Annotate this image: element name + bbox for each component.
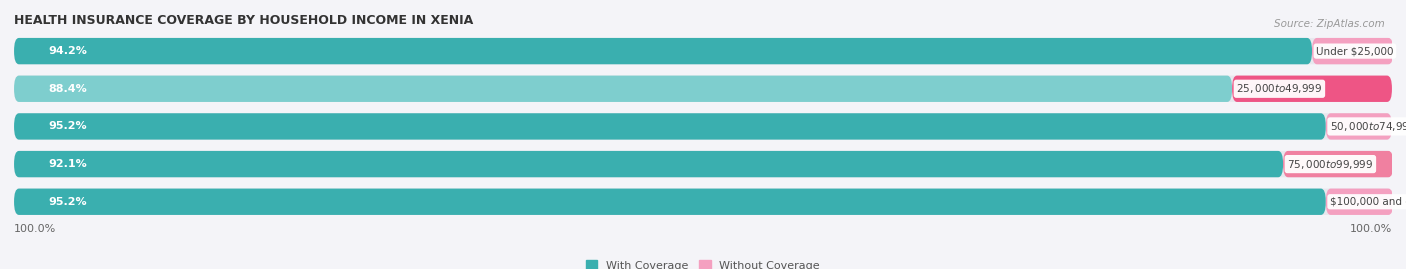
Text: Source: ZipAtlas.com: Source: ZipAtlas.com [1274,19,1385,29]
FancyBboxPatch shape [14,38,1312,64]
Text: 94.2%: 94.2% [48,46,87,56]
FancyBboxPatch shape [14,76,1392,102]
Text: $100,000 and over: $100,000 and over [1330,197,1406,207]
Text: 92.1%: 92.1% [48,159,87,169]
FancyBboxPatch shape [1326,189,1393,215]
FancyBboxPatch shape [1232,76,1392,102]
Text: 88.4%: 88.4% [48,84,87,94]
Text: 100.0%: 100.0% [1350,224,1392,234]
FancyBboxPatch shape [14,76,1232,102]
FancyBboxPatch shape [14,38,1392,64]
Text: $50,000 to $74,999: $50,000 to $74,999 [1330,120,1406,133]
Text: 95.2%: 95.2% [48,197,87,207]
FancyBboxPatch shape [14,189,1392,215]
Text: 100.0%: 100.0% [14,224,56,234]
FancyBboxPatch shape [14,151,1392,177]
Text: 95.2%: 95.2% [48,121,87,132]
Text: $25,000 to $49,999: $25,000 to $49,999 [1236,82,1323,95]
FancyBboxPatch shape [1284,151,1393,177]
FancyBboxPatch shape [14,189,1326,215]
FancyBboxPatch shape [14,113,1326,140]
Text: $75,000 to $99,999: $75,000 to $99,999 [1288,158,1374,171]
FancyBboxPatch shape [1312,38,1393,64]
Text: HEALTH INSURANCE COVERAGE BY HOUSEHOLD INCOME IN XENIA: HEALTH INSURANCE COVERAGE BY HOUSEHOLD I… [14,14,474,27]
FancyBboxPatch shape [14,151,1284,177]
FancyBboxPatch shape [1326,113,1392,140]
FancyBboxPatch shape [14,113,1392,140]
Text: Under $25,000: Under $25,000 [1316,46,1393,56]
Legend: With Coverage, Without Coverage: With Coverage, Without Coverage [582,256,824,269]
